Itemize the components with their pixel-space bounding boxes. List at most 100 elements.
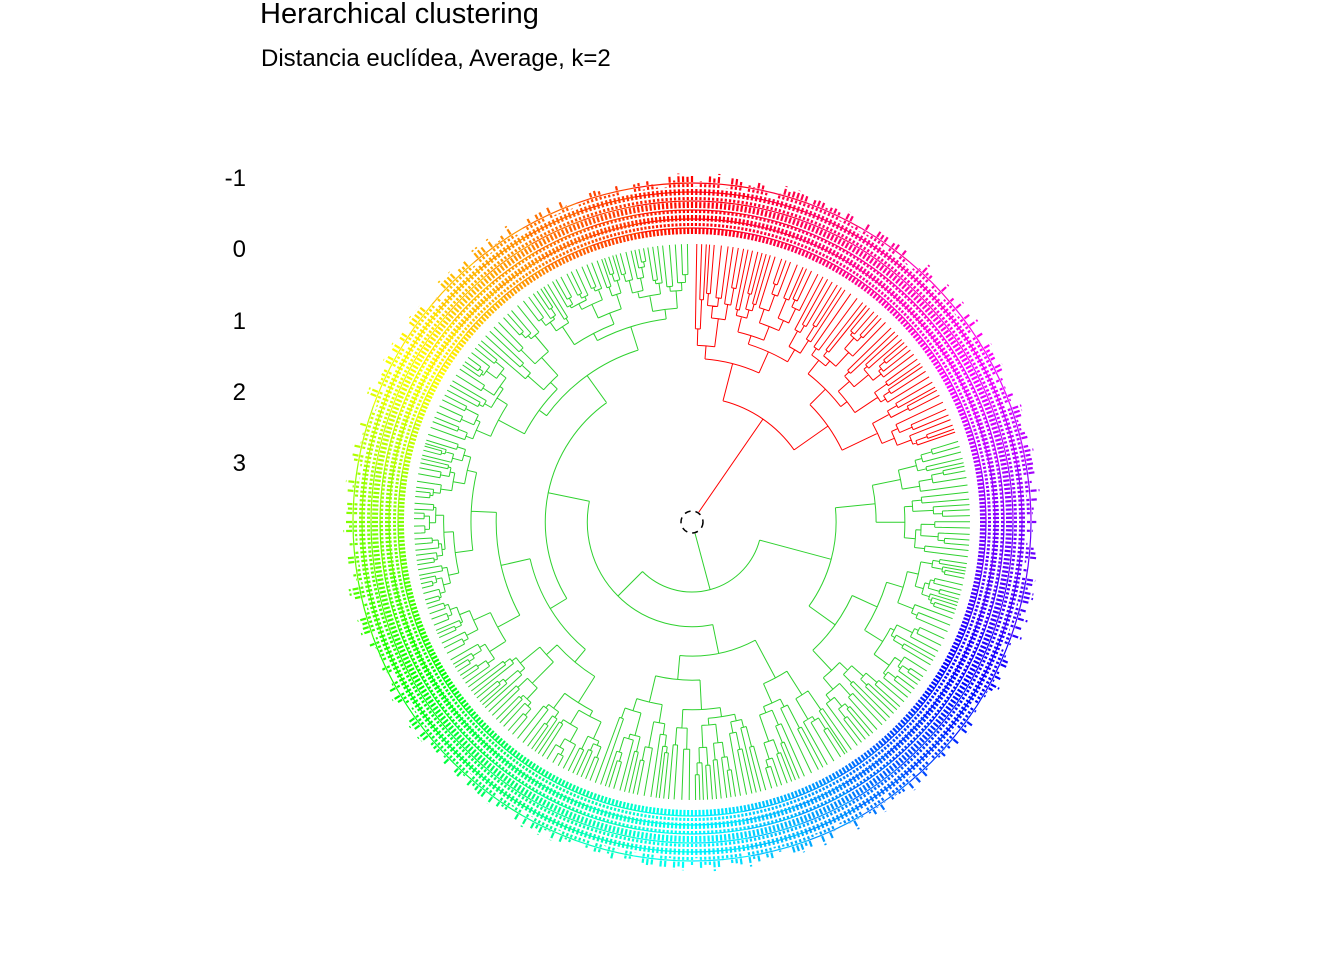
leaf-label-mark	[462, 260, 503, 307]
leaf-label-mark	[380, 377, 431, 403]
leaf-label-arc	[742, 231, 793, 247]
leaf-label-arc	[466, 710, 504, 748]
leaf-label-mark	[544, 781, 569, 831]
leaf-label-mark	[343, 528, 405, 533]
y-tick-label: 0	[232, 236, 246, 263]
leaf-label-mark	[586, 198, 605, 249]
leaf-label-arc	[798, 791, 849, 816]
leaf-label-mark	[724, 176, 734, 237]
leaf-label-arc	[496, 259, 541, 291]
leaf-label-mark	[979, 516, 1026, 520]
leaf-label-arc	[691, 828, 747, 835]
leaf-label-mark	[359, 499, 405, 505]
leaf-label-mark	[978, 485, 1031, 493]
leaf-label-arc	[792, 776, 840, 799]
leaf-label-mark	[429, 303, 472, 339]
leaf-label-mark	[366, 391, 425, 417]
leaf-label-mark	[443, 716, 482, 753]
leaf-label-arc	[916, 332, 948, 376]
leaf-label-mark	[797, 200, 822, 255]
leaf-label-mark	[606, 800, 623, 854]
leaf-label-arc	[969, 361, 995, 413]
leaf-label-mark	[585, 795, 605, 849]
leaf-label-mark	[461, 266, 501, 309]
leaf-label-arc	[405, 309, 440, 358]
leaf-label-arc	[946, 374, 969, 422]
leaf-label-mark	[655, 187, 663, 236]
leaf-label-arc	[961, 628, 986, 679]
y-tick-label: 3	[232, 450, 246, 477]
leaf-label-mark	[706, 176, 712, 235]
leaf-label-mark	[787, 195, 809, 251]
leaf-label-arc	[526, 807, 580, 833]
leaf-label-mark	[485, 238, 524, 290]
leaf-label-mark	[857, 756, 886, 795]
leaf-label-arc	[993, 577, 1009, 633]
leaf-label-mark	[968, 599, 1022, 616]
leaf-label-mark	[490, 252, 521, 292]
leaf-label-mark	[395, 655, 438, 679]
leaf-label-arc	[413, 315, 447, 362]
leaf-label-mark	[974, 577, 1028, 590]
leaf-label-mark	[959, 627, 1003, 647]
leaf-label-arc	[909, 261, 953, 305]
leaf-label-mark	[362, 468, 408, 478]
leaf-label-mark	[354, 532, 405, 537]
leaf-label-arc	[742, 797, 793, 813]
leaf-label-arc	[431, 261, 475, 305]
leaf-label-mark	[754, 192, 768, 242]
leaf-label-arc	[897, 727, 939, 769]
leaf-label-mark	[851, 760, 887, 813]
leaf-label-mark	[972, 444, 1029, 460]
leaf-label-mark	[926, 319, 979, 357]
leaf-label-mark	[863, 752, 897, 796]
leaf-label-mark	[866, 257, 896, 295]
leaf-label-mark	[977, 554, 1027, 563]
leaf-label-arc	[436, 332, 468, 376]
leaf-label-arc	[535, 791, 586, 816]
leaf-label-mark	[978, 551, 1038, 560]
leaf-label-mark	[656, 808, 663, 855]
leaf-label-arc	[993, 411, 1009, 467]
leaf-label-arc	[502, 746, 546, 778]
leaf-label-mark	[717, 808, 725, 861]
leaf-label-mark	[568, 790, 590, 843]
leaf-label-mark	[758, 196, 772, 243]
leaf-label-mark	[462, 735, 501, 777]
leaf-label-arc	[691, 810, 744, 817]
leaf-label-mark	[804, 207, 828, 258]
leaf-label-arc	[588, 806, 640, 821]
leaf-label-mark	[346, 511, 405, 516]
leaf-label-mark	[465, 740, 506, 788]
leaf-label-mark	[949, 648, 1000, 675]
leaf-label-mark	[844, 234, 874, 279]
leaf-label-mark	[582, 202, 601, 250]
leaf-label-arc	[397, 691, 433, 741]
leaf-label-mark	[359, 422, 417, 442]
leaf-label-mark	[912, 705, 960, 745]
leaf-label-mark	[776, 796, 797, 855]
leaf-label-mark	[900, 719, 941, 758]
leaf-label-mark	[940, 349, 991, 379]
leaf-label-mark	[951, 377, 994, 399]
leaf-label-arc	[1010, 580, 1027, 639]
leaf-label-mark	[368, 387, 427, 413]
leaf-label-mark	[529, 776, 559, 830]
leaf-label-arc	[944, 309, 979, 358]
leaf-label-mark	[818, 220, 842, 265]
leaf-label-arc	[393, 574, 408, 626]
y-tick-label: -1	[224, 165, 246, 192]
leaf-label-mark	[907, 298, 947, 333]
leaf-label-arc	[746, 814, 799, 830]
leaf-label-mark	[942, 661, 993, 692]
leaf-label-mark	[828, 774, 860, 830]
leaf-label-mark	[457, 268, 498, 312]
leaf-label-arc	[984, 576, 1000, 629]
leaf-label-mark	[347, 489, 406, 497]
leaf-label-arc	[581, 205, 637, 221]
leaf-label-mark	[504, 762, 537, 810]
leaf-label-mark	[772, 191, 791, 247]
leaf-label-arc	[585, 814, 638, 830]
leaf-label-mark	[872, 745, 907, 787]
leaf-label-mark	[838, 222, 871, 276]
